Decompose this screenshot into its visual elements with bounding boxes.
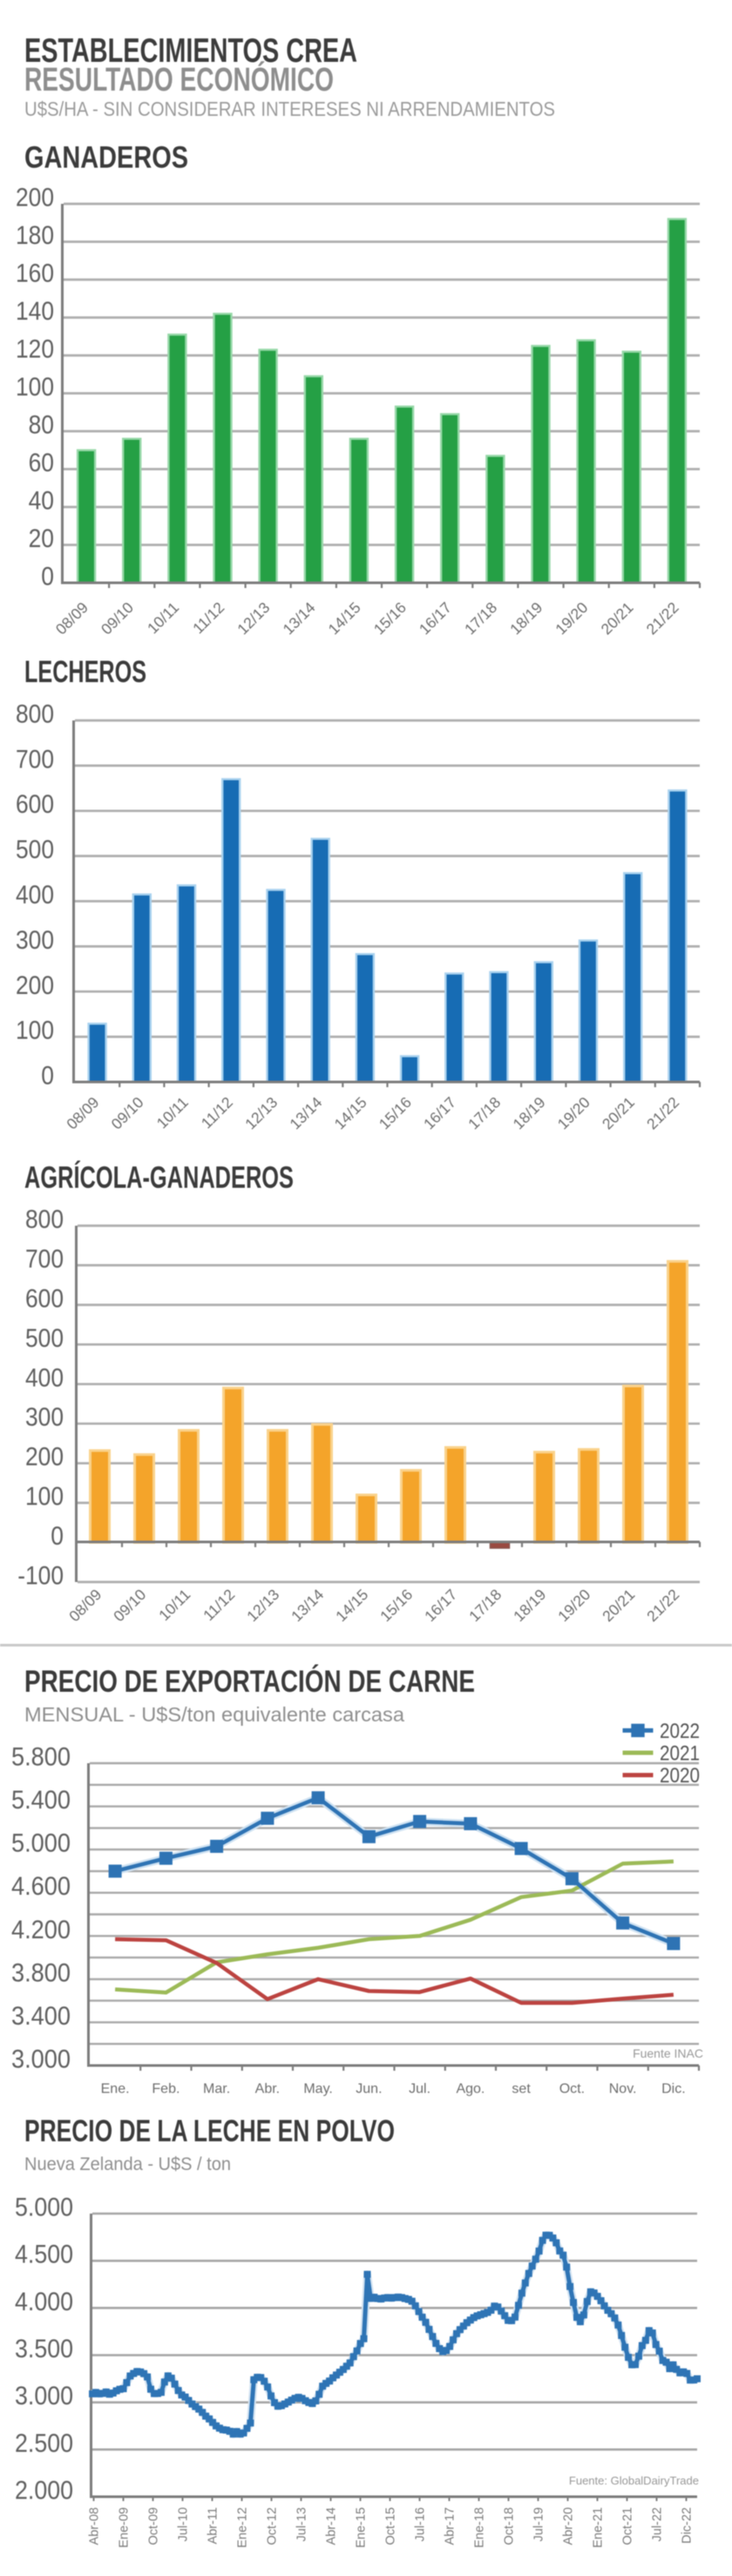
svg-text:ESTABLECIMIENTOS CREA: ESTABLECIMIENTOS CREA	[24, 32, 357, 70]
svg-text:160: 160	[16, 260, 54, 288]
svg-text:Oct-21: Oct-21	[621, 2507, 635, 2546]
svg-text:0: 0	[51, 1522, 64, 1551]
svg-text:PRECIO DE LA LECHE EN POLVO: PRECIO DE LA LECHE EN POLVO	[24, 2114, 395, 2148]
svg-text:Fuente INAC: Fuente INAC	[633, 2046, 703, 2060]
svg-text:2020: 2020	[660, 1764, 700, 1788]
svg-text:0: 0	[41, 563, 54, 592]
svg-text:0: 0	[41, 1062, 54, 1091]
svg-text:Jul-16: Jul-16	[414, 2507, 428, 2542]
svg-text:Oct-18: Oct-18	[503, 2507, 517, 2546]
svg-text:Oct.: Oct.	[559, 2082, 585, 2097]
svg-text:Abr-14: Abr-14	[325, 2507, 339, 2546]
svg-text:4.500: 4.500	[15, 2241, 73, 2269]
svg-text:5.000: 5.000	[11, 1829, 71, 1858]
svg-text:Abr-20: Abr-20	[562, 2507, 576, 2546]
svg-text:3.800: 3.800	[11, 1958, 71, 1987]
svg-text:Oct-09: Oct-09	[147, 2507, 161, 2546]
svg-text:200: 200	[16, 184, 54, 213]
svg-text:200: 200	[16, 971, 54, 1000]
svg-text:100: 100	[25, 1483, 64, 1511]
svg-text:RESULTADO ECONÓMICO: RESULTADO ECONÓMICO	[24, 60, 334, 98]
svg-text:500: 500	[16, 835, 54, 864]
svg-text:400: 400	[25, 1363, 64, 1392]
svg-text:Abr.: Abr.	[255, 2082, 280, 2097]
svg-text:3.400: 3.400	[11, 2002, 71, 2031]
svg-text:Oct-12: Oct-12	[266, 2507, 280, 2546]
svg-text:80: 80	[29, 411, 54, 440]
svg-text:5.800: 5.800	[11, 1743, 71, 1772]
svg-text:Jul-22: Jul-22	[651, 2507, 665, 2542]
svg-text:GANADEROS: GANADEROS	[24, 141, 188, 175]
svg-text:Jul-13: Jul-13	[295, 2507, 309, 2542]
svg-text:5.000: 5.000	[15, 2194, 73, 2222]
svg-text:140: 140	[16, 297, 54, 326]
svg-text:Fuente: GlobalDairyTrade: Fuente: GlobalDairyTrade	[569, 2474, 699, 2487]
svg-text:Oct-15: Oct-15	[384, 2507, 398, 2546]
svg-text:4.200: 4.200	[11, 1916, 71, 1944]
svg-text:Ene-09: Ene-09	[118, 2507, 132, 2548]
svg-text:Dic-22: Dic-22	[681, 2507, 695, 2544]
svg-text:Abr-11: Abr-11	[207, 2507, 220, 2544]
svg-text:2022: 2022	[660, 1720, 700, 1743]
svg-text:PRECIO DE EXPORTACIÓN DE CARNE: PRECIO DE EXPORTACIÓN DE CARNE	[24, 1664, 475, 1699]
svg-text:400: 400	[16, 881, 54, 909]
svg-text:600: 600	[25, 1284, 64, 1313]
svg-text:60: 60	[29, 449, 54, 477]
svg-text:180: 180	[16, 221, 54, 250]
svg-text:3.500: 3.500	[15, 2335, 73, 2363]
svg-text:2.000: 2.000	[15, 2477, 73, 2505]
svg-text:Ene-21: Ene-21	[592, 2507, 606, 2548]
svg-text:40: 40	[29, 487, 54, 516]
svg-text:500: 500	[25, 1324, 64, 1353]
svg-text:300: 300	[25, 1403, 64, 1432]
svg-text:2.500: 2.500	[15, 2429, 73, 2458]
svg-text:Jun.: Jun.	[356, 2082, 382, 2097]
svg-text:U$S/HA - SIN CONSIDERAR INTERE: U$S/HA - SIN CONSIDERAR INTERESES NI ARR…	[24, 98, 555, 120]
svg-text:700: 700	[16, 745, 54, 774]
svg-text:5.400: 5.400	[11, 1786, 71, 1815]
svg-text:Abr-08: Abr-08	[88, 2507, 102, 2546]
svg-text:Dic.: Dic.	[661, 2082, 686, 2097]
svg-text:Ene.: Ene.	[101, 2082, 130, 2097]
svg-text:AGRÍCOLA-GANADEROS: AGRÍCOLA-GANADEROS	[24, 1160, 294, 1195]
svg-text:120: 120	[16, 335, 54, 364]
svg-text:Ago.: Ago.	[456, 2082, 485, 2097]
svg-text:100: 100	[16, 1017, 54, 1045]
svg-text:Jul-10: Jul-10	[177, 2507, 191, 2542]
svg-text:Feb.: Feb.	[152, 2082, 180, 2097]
svg-text:Ene-12: Ene-12	[236, 2507, 250, 2548]
svg-text:LECHEROS: LECHEROS	[24, 655, 146, 689]
svg-text:2021: 2021	[660, 1742, 700, 1766]
svg-text:Ene-18: Ene-18	[473, 2507, 487, 2548]
svg-text:200: 200	[25, 1443, 64, 1471]
svg-text:100: 100	[16, 373, 54, 402]
svg-text:800: 800	[25, 1206, 64, 1234]
svg-text:Jul-19: Jul-19	[532, 2507, 546, 2542]
svg-text:700: 700	[25, 1245, 64, 1274]
svg-text:Ene-15: Ene-15	[355, 2507, 369, 2548]
svg-text:May.: May.	[303, 2082, 332, 2097]
svg-text:Mar.: Mar.	[203, 2082, 230, 2097]
svg-text:300: 300	[16, 926, 54, 955]
svg-text:Abr-17: Abr-17	[444, 2507, 458, 2546]
svg-text:-100: -100	[17, 1562, 64, 1591]
svg-text:4.600: 4.600	[11, 1872, 71, 1901]
svg-text:MENSUAL - U$S/ton equivalente: MENSUAL - U$S/ton equivalente carcasa	[24, 1703, 405, 1726]
svg-text:Nov.: Nov.	[609, 2082, 637, 2097]
svg-text:Jul.: Jul.	[409, 2082, 430, 2097]
svg-text:800: 800	[16, 700, 54, 729]
svg-text:600: 600	[16, 790, 54, 819]
svg-text:3.000: 3.000	[15, 2382, 73, 2410]
svg-text:Nueva Zelanda - U$S / ton: Nueva Zelanda - U$S / ton	[24, 2153, 231, 2174]
svg-text:set: set	[512, 2082, 531, 2097]
svg-text:3.000: 3.000	[11, 2045, 71, 2074]
svg-text:4.000: 4.000	[15, 2288, 73, 2316]
svg-text:20: 20	[29, 524, 54, 553]
